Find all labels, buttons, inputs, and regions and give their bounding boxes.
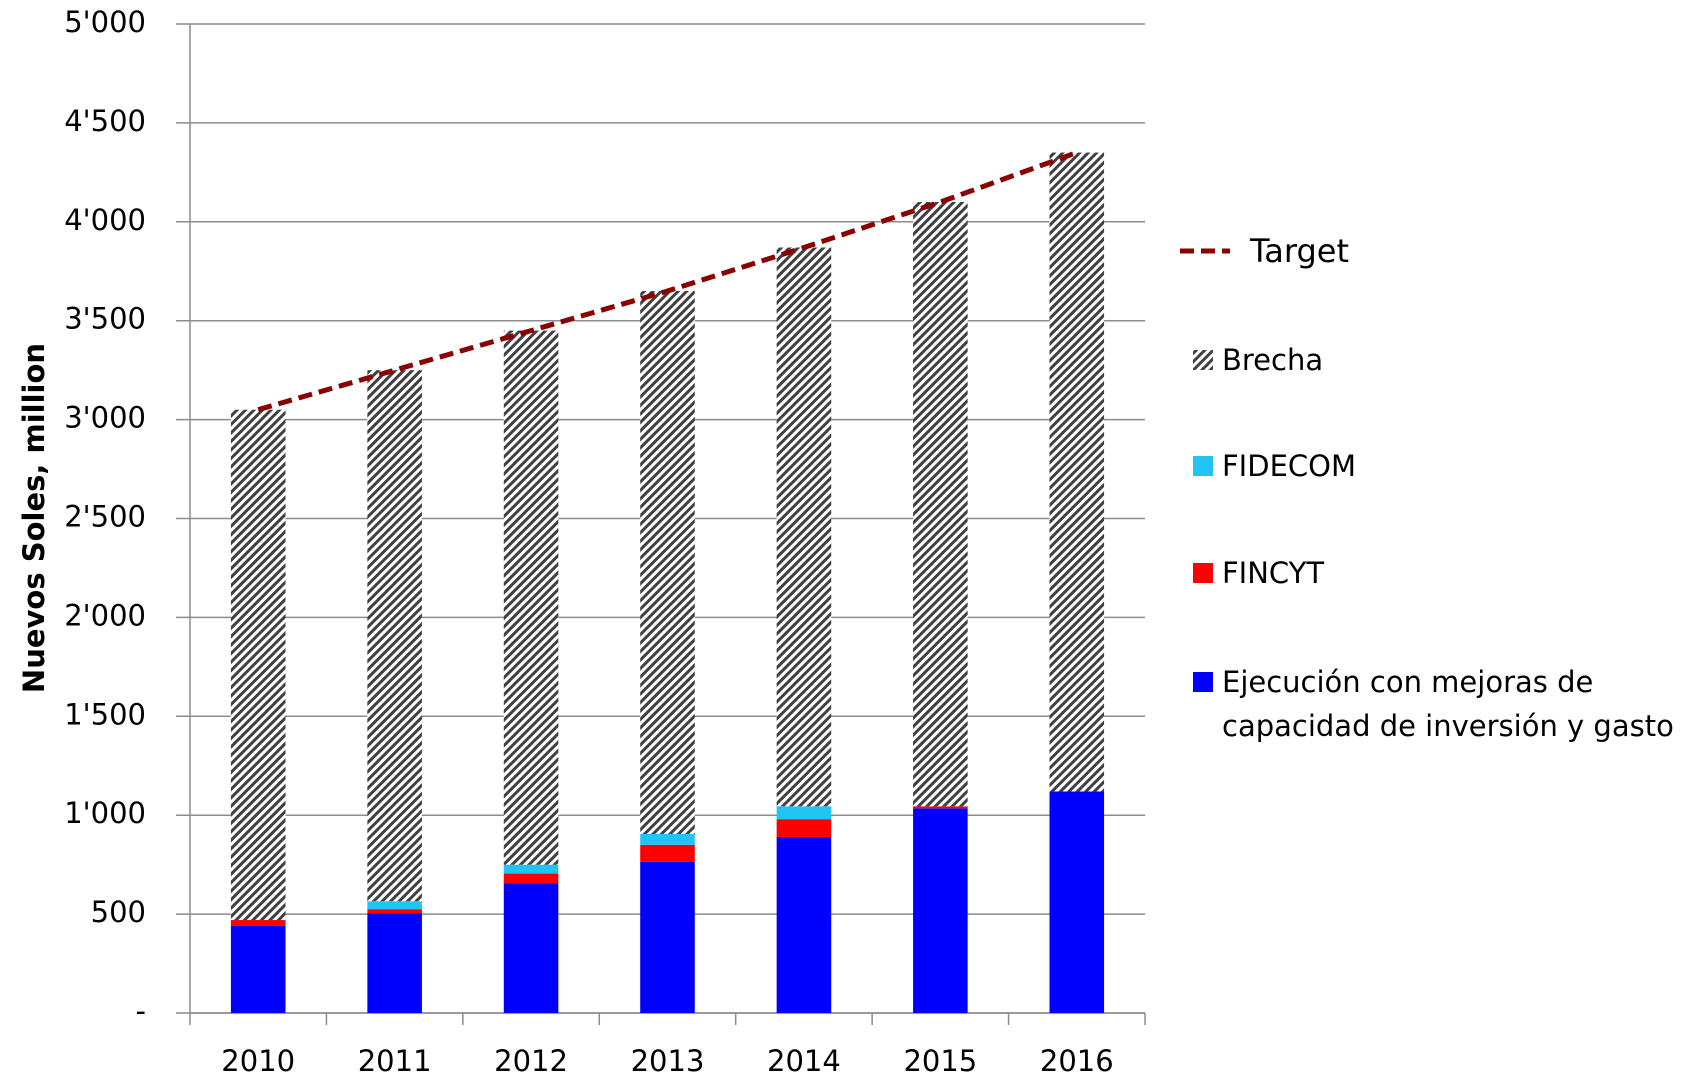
y-tick-label: 4'000	[64, 203, 146, 237]
y-tick-label: 500	[91, 895, 146, 929]
bar-segment	[640, 844, 695, 862]
bar-segment	[367, 913, 422, 1013]
bar-segment	[640, 861, 695, 1013]
x-tick-label: 2010	[221, 1044, 295, 1073]
bar-segment	[913, 806, 968, 809]
bar-segment	[1049, 791, 1105, 1013]
legend-swatch	[1193, 350, 1213, 370]
y-tick-label: 3'500	[64, 302, 146, 336]
x-tick-label: 2012	[494, 1044, 568, 1073]
bar-segment	[640, 833, 695, 845]
x-tick-label: 2011	[358, 1044, 432, 1073]
legend-swatch	[1193, 672, 1213, 692]
bar-segment	[367, 370, 422, 902]
x-tick-label: 2015	[903, 1044, 977, 1073]
y-tick-label: 3'000	[64, 401, 146, 435]
target-line	[257, 150, 1078, 413]
legend-label: FIDECOM	[1222, 449, 1356, 483]
bar-segment	[367, 909, 422, 914]
bar-segment	[503, 873, 559, 884]
bar-segment	[776, 806, 832, 820]
legend-label: Target	[1250, 232, 1349, 270]
bar-segment	[503, 864, 559, 874]
bar-segment	[230, 920, 286, 926]
bar-segment	[640, 291, 695, 834]
legend-label: Ejecución con mejoras de capacidad de in…	[1222, 665, 1674, 743]
x-tick-label: 2013	[631, 1044, 705, 1073]
bar-segment	[776, 836, 832, 1013]
y-tick-label: -	[136, 994, 146, 1028]
y-tick-label: 5'000	[64, 5, 146, 39]
y-axis-title: Nuevos Soles, million	[17, 343, 51, 693]
bar-segment	[913, 202, 968, 807]
bar-segment	[1049, 152, 1105, 792]
bar-segment	[776, 819, 832, 837]
y-tick-label: 1'500	[64, 697, 146, 731]
legend-swatch	[1193, 563, 1213, 583]
bar-segment	[503, 330, 559, 865]
bar-segment	[503, 883, 559, 1013]
y-tick-label: 2'000	[64, 598, 146, 632]
bar-segment	[367, 901, 422, 910]
y-tick-label: 1'000	[64, 796, 146, 830]
y-tick-label: 2'500	[64, 500, 146, 534]
x-tick-label: 2016	[1040, 1044, 1114, 1073]
bar-segment	[913, 808, 968, 1013]
y-tick-label: 4'500	[64, 104, 146, 138]
bar-segment	[230, 409, 286, 921]
legend-label: Brecha	[1222, 343, 1324, 377]
bar-segment	[230, 925, 286, 1013]
bar-segment	[776, 247, 832, 807]
legend-label: FINCYT	[1222, 556, 1325, 590]
x-tick-label: 2014	[767, 1044, 841, 1073]
legend-swatch	[1193, 456, 1213, 476]
